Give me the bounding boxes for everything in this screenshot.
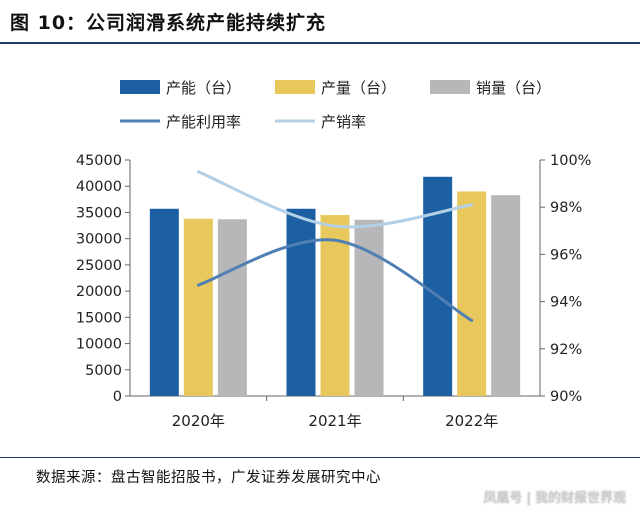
bar bbox=[354, 219, 384, 396]
bar bbox=[149, 208, 179, 396]
legend-label: 销量（台） bbox=[476, 79, 551, 97]
bar bbox=[217, 219, 247, 396]
right-tick-label: 90% bbox=[550, 389, 582, 405]
right-tick-label: 96% bbox=[550, 247, 582, 263]
bars bbox=[149, 176, 521, 396]
legend-swatch bbox=[120, 80, 160, 94]
series-line bbox=[196, 170, 474, 229]
figure-title: 图 10：公司润滑系统产能持续扩充 bbox=[10, 12, 327, 34]
legend-swatch bbox=[275, 80, 315, 94]
bar bbox=[183, 218, 213, 396]
source-divider bbox=[0, 457, 640, 458]
right-tick-label: 92% bbox=[550, 342, 582, 358]
left-tick-label: 5000 bbox=[85, 363, 122, 379]
left-tick-label: 0 bbox=[113, 389, 122, 405]
lines bbox=[196, 170, 474, 322]
legend-swatch bbox=[430, 80, 470, 94]
x-tick-label: 2020年 bbox=[172, 412, 225, 430]
series-line bbox=[196, 238, 474, 322]
x-tick-label: 2022年 bbox=[445, 412, 498, 430]
bar bbox=[457, 191, 487, 396]
watermark: 凤凰号 | 我的财报世界观 bbox=[483, 491, 626, 506]
legend-label: 产能（台） bbox=[166, 79, 241, 97]
bar bbox=[320, 215, 350, 396]
left-tick-label: 35000 bbox=[76, 205, 122, 221]
x-tick-label: 2021年 bbox=[308, 412, 361, 430]
source-note: 数据来源：盘古智能招股书，广发证券发展研究中心 bbox=[36, 470, 381, 486]
left-tick-label: 45000 bbox=[76, 153, 122, 169]
left-tick-label: 40000 bbox=[76, 179, 122, 195]
bar bbox=[286, 208, 316, 396]
left-tick-label: 15000 bbox=[76, 310, 122, 326]
left-tick-label: 20000 bbox=[76, 284, 122, 300]
left-tick-label: 25000 bbox=[76, 258, 122, 274]
right-tick-label: 98% bbox=[550, 200, 582, 216]
left-tick-label: 10000 bbox=[76, 337, 122, 353]
title-divider bbox=[0, 42, 640, 44]
legend-label: 产量（台） bbox=[321, 79, 396, 97]
right-tick-label: 100% bbox=[550, 153, 591, 169]
legend: 产能（台） 产量（台） 销量（台） 产能利用率 产销率 bbox=[120, 79, 551, 131]
legend-label: 产能利用率 bbox=[166, 113, 241, 131]
left-tick-label: 30000 bbox=[76, 232, 122, 248]
right-tick-label: 94% bbox=[550, 295, 582, 311]
chart-area: 产能（台） 产量（台） 销量（台） 产能利用率 产销率 0 5000 10000 15000 2… bbox=[76, 79, 592, 430]
legend-label: 产销率 bbox=[321, 113, 366, 131]
axes: 0 5000 10000 15000 20000 25000 30000 35000 40000… bbox=[76, 153, 592, 430]
bar bbox=[491, 195, 521, 396]
